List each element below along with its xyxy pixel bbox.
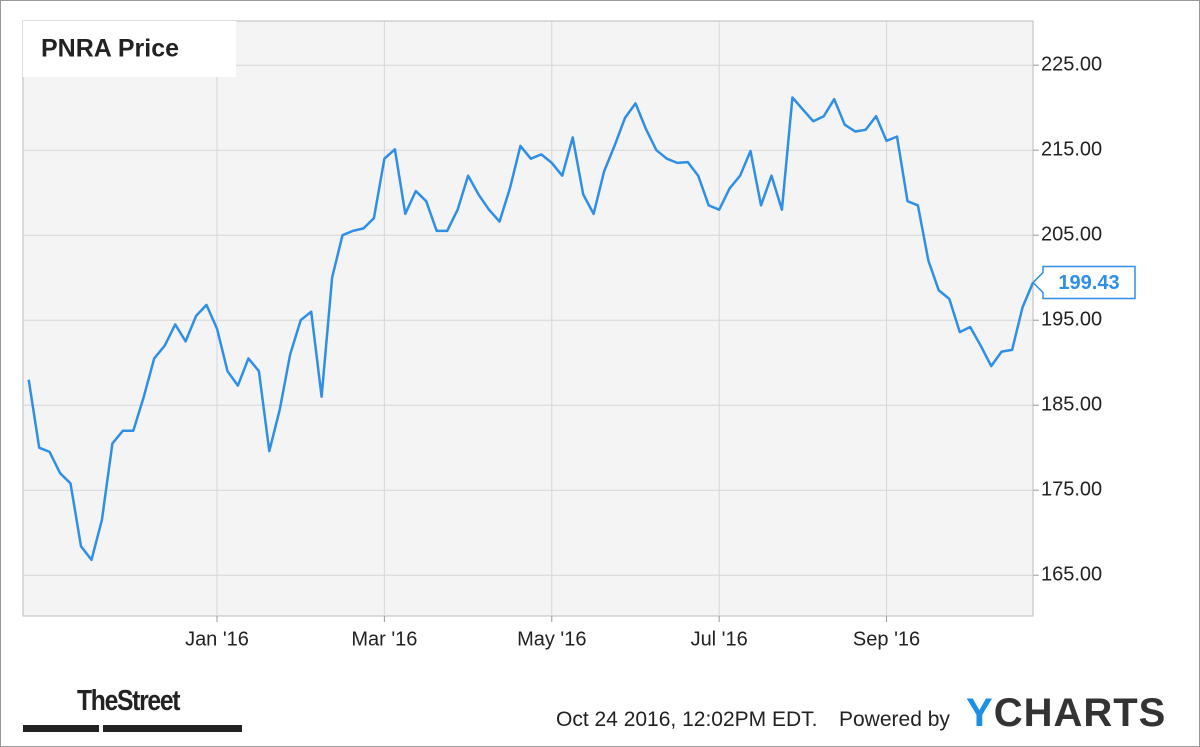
y-tick-label: 205.00 (1041, 223, 1102, 245)
last-value-box (1031, 265, 1136, 300)
x-tick-label: Jan '16 (185, 628, 249, 650)
y-tick-label: 185.00 (1041, 393, 1102, 415)
last-value-label: 199.43 (1058, 272, 1119, 294)
logo-bar (103, 725, 179, 732)
credit: Powered by (839, 708, 950, 731)
chart-title: PNRA Price (41, 35, 179, 63)
publisher-logo: TheStreet (77, 685, 181, 717)
price-line (27, 96, 1035, 562)
logo-bar (166, 725, 242, 732)
x-tick-label: Jul '16 (691, 628, 748, 650)
brand-logo: YCHARTS (966, 691, 1167, 735)
y-tick-label: 215.00 (1041, 138, 1102, 160)
y-tick-label: 225.00 (1041, 53, 1102, 75)
y-tick-label: 175.00 (1041, 478, 1102, 500)
x-tick-label: Sep '16 (853, 628, 920, 650)
timestamp: Oct 24 2016, 12:02PM EDT. (556, 708, 818, 731)
logo-bar (23, 725, 99, 732)
plot-area (22, 20, 1034, 617)
y-tick-label: 165.00 (1041, 563, 1102, 585)
y-tick-label: 195.00 (1041, 308, 1102, 330)
x-tick-label: May '16 (517, 628, 586, 650)
x-tick-label: Mar '16 (351, 628, 417, 650)
title-box (23, 21, 236, 77)
